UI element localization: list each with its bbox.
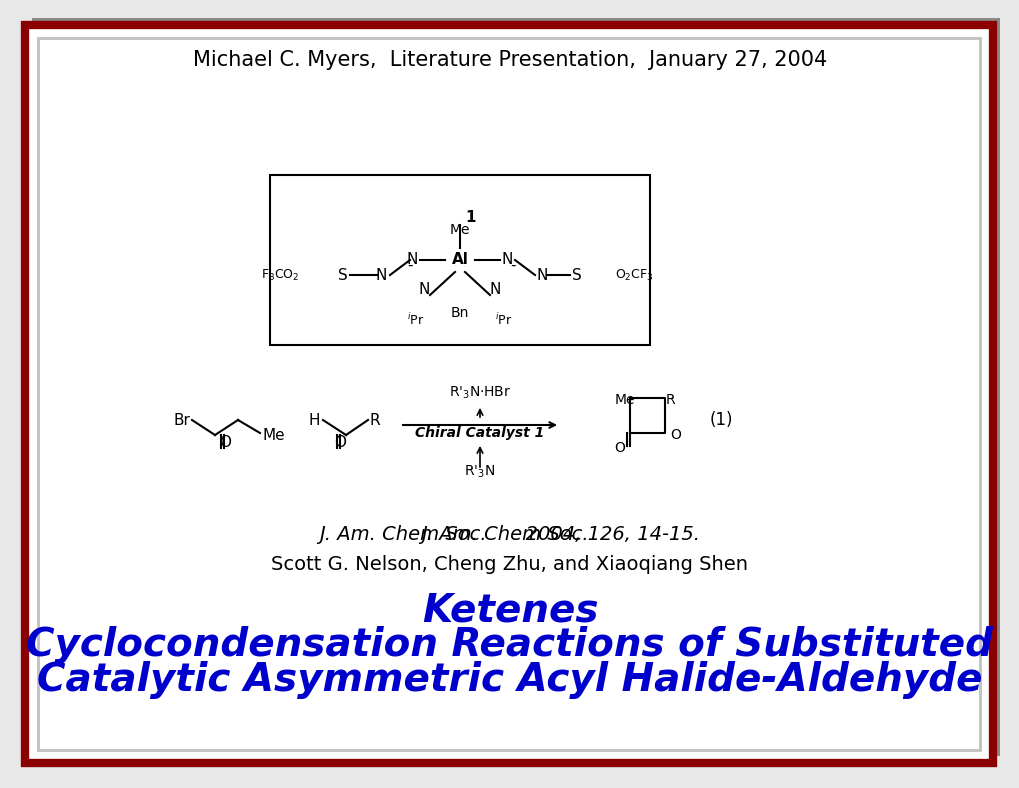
Text: O: O xyxy=(613,440,625,455)
Text: Chiral Catalyst 1: Chiral Catalyst 1 xyxy=(415,426,544,440)
Text: N: N xyxy=(407,252,418,267)
FancyBboxPatch shape xyxy=(270,175,649,345)
Text: Br: Br xyxy=(173,412,190,428)
Text: O: O xyxy=(333,435,345,450)
Text: Me: Me xyxy=(449,223,470,237)
Text: N: N xyxy=(489,282,501,297)
FancyBboxPatch shape xyxy=(32,18,999,756)
Text: $^i$Pr: $^i$Pr xyxy=(494,312,513,328)
Text: O: O xyxy=(669,428,681,441)
Text: -: - xyxy=(408,258,413,273)
Text: $^i$Pr: $^i$Pr xyxy=(407,312,425,328)
FancyBboxPatch shape xyxy=(25,25,993,763)
Text: Al: Al xyxy=(451,252,468,267)
Text: R'$_3$N·HBr: R'$_3$N·HBr xyxy=(448,385,511,401)
Text: N: N xyxy=(501,252,513,267)
Text: -: - xyxy=(510,258,515,273)
Text: J. Am. Chem Soc.    2004, 126, 14-15.: J. Am. Chem Soc. 2004, 126, 14-15. xyxy=(319,526,700,545)
Text: R: R xyxy=(664,392,675,407)
Text: O: O xyxy=(219,435,230,450)
Text: Me: Me xyxy=(263,428,285,443)
Text: R: R xyxy=(370,412,380,428)
Text: O$_2$CF$_3$: O$_2$CF$_3$ xyxy=(614,267,653,283)
Text: Cyclocondensation Reactions of Substituted: Cyclocondensation Reactions of Substitut… xyxy=(26,626,993,664)
Text: F$_3$CO$_2$: F$_3$CO$_2$ xyxy=(261,267,300,283)
Text: H: H xyxy=(308,412,320,428)
Text: R'$_3$N: R'$_3$N xyxy=(464,463,495,480)
Text: S: S xyxy=(572,267,581,283)
Text: S: S xyxy=(338,267,347,283)
Text: Catalytic Asymmetric Acyl Halide-Aldehyde: Catalytic Asymmetric Acyl Halide-Aldehyd… xyxy=(38,661,981,699)
FancyBboxPatch shape xyxy=(38,38,979,750)
Text: Michael C. Myers,  Literature Presentation,  January 27, 2004: Michael C. Myers, Literature Presentatio… xyxy=(193,50,826,70)
Text: N: N xyxy=(418,282,430,297)
Text: N: N xyxy=(375,267,386,283)
Text: (1): (1) xyxy=(709,411,733,429)
Text: Scott G. Nelson, Cheng Zhu, and Xiaoqiang Shen: Scott G. Nelson, Cheng Zhu, and Xiaoqian… xyxy=(271,556,748,574)
Text: 1: 1 xyxy=(465,210,475,225)
Text: Ketenes: Ketenes xyxy=(421,591,598,629)
Text: J. Am. Chem Soc.: J. Am. Chem Soc. xyxy=(421,526,598,545)
Text: Bn: Bn xyxy=(450,306,469,320)
Text: N: N xyxy=(536,267,548,283)
Text: Me: Me xyxy=(614,392,635,407)
